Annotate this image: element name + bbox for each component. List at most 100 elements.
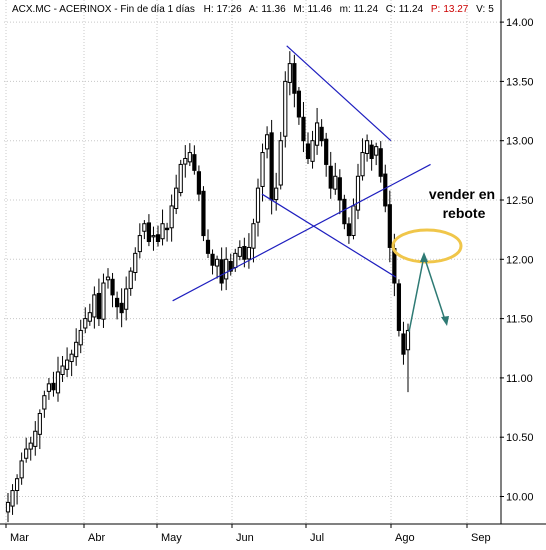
candle-body [233, 252, 238, 269]
candle-body [333, 175, 338, 190]
candle-body [24, 448, 29, 459]
candle [110, 272, 115, 308]
candle-body [178, 163, 183, 194]
candle [142, 220, 147, 240]
candle-body [342, 198, 347, 225]
candle [264, 126, 270, 159]
candle-body [5, 501, 11, 513]
candle [346, 217, 352, 244]
candle [301, 101, 306, 153]
candle-body [364, 140, 370, 154]
candle-body [401, 333, 406, 355]
candle [46, 378, 52, 400]
arrow-up-line [408, 255, 425, 333]
candle-body [114, 297, 120, 308]
x-tick-label: Mar [10, 532, 29, 544]
arrow-down-head [441, 316, 449, 326]
candle-body [319, 126, 324, 142]
stat-m-label: M: [293, 4, 304, 15]
candle-body [142, 223, 147, 232]
candle [396, 279, 402, 337]
candle-body [33, 430, 38, 447]
candle-body [14, 478, 20, 492]
candle-body [137, 235, 142, 253]
candle-body [301, 116, 306, 142]
candle [292, 54, 297, 108]
candle [287, 51, 292, 96]
trendlines [172, 45, 431, 302]
chart-title: ACX.MC - ACERINOX - Fin de día 1 días [12, 4, 195, 15]
candle [196, 165, 202, 202]
candle [401, 321, 406, 365]
annotation-line1: vender en [429, 186, 495, 202]
candle-body [355, 175, 361, 211]
candle [124, 276, 129, 321]
candle [164, 222, 170, 242]
candle-body [310, 140, 315, 162]
candle-body [105, 276, 111, 281]
candle [205, 229, 211, 258]
candle [210, 249, 215, 275]
trendline-upper [286, 45, 392, 142]
candle [283, 71, 288, 148]
candle-body [160, 223, 165, 240]
candle-body [19, 460, 24, 479]
candle [14, 474, 20, 505]
candle-body [360, 152, 365, 177]
stat-c-label: C: [386, 4, 396, 15]
candle-body [237, 246, 242, 257]
candle [42, 390, 47, 418]
candle [64, 347, 70, 378]
candle [178, 159, 183, 197]
candle [278, 131, 283, 190]
candle-body [69, 353, 74, 363]
candle [69, 349, 74, 377]
stat-v-value: 5 [488, 4, 494, 15]
candle [137, 223, 142, 259]
candle [255, 178, 261, 237]
candle [155, 225, 161, 247]
candle [128, 267, 133, 296]
candle-body [119, 302, 124, 314]
candle-body [10, 490, 15, 507]
candle-body [251, 223, 256, 249]
candle [187, 143, 192, 167]
candle-body [219, 259, 224, 284]
y-tick-label: 13.50 [506, 76, 534, 88]
candle-body [101, 282, 106, 320]
stat-p-value: 13.27 [443, 4, 468, 15]
candle-body [78, 329, 83, 346]
candle [24, 437, 29, 463]
candle-body [183, 157, 188, 165]
candle-body [346, 223, 352, 237]
candle-body [187, 152, 192, 163]
candle [237, 240, 242, 261]
candle [201, 186, 206, 242]
candle-body [369, 144, 374, 159]
y-tick-label: 12.00 [506, 254, 534, 266]
x-tick-label: Abr [88, 532, 105, 544]
candle [364, 134, 370, 162]
candle [105, 268, 111, 289]
candle [387, 190, 392, 263]
candle [169, 194, 174, 242]
stat-a-value: 11.36 [261, 4, 286, 15]
candle-body [283, 80, 288, 137]
candle [405, 323, 411, 358]
candle [114, 291, 120, 320]
stat-low-label: m: [340, 4, 351, 15]
candle-body [74, 341, 79, 358]
chart-header: ACX.MC - ACERINOX - Fin de día 1 días H:… [12, 4, 494, 15]
candle [251, 218, 256, 263]
stat-h-value: 17:26 [217, 4, 242, 15]
x-tick-label: May [161, 532, 182, 544]
y-tick-label: 11.00 [506, 373, 533, 385]
candle-body [37, 412, 42, 435]
y-tick-label: 10.00 [506, 492, 534, 504]
candle [328, 151, 333, 199]
candle-body [314, 122, 320, 146]
candle-body [387, 204, 392, 248]
candle-body [124, 288, 129, 310]
chart-title-bar: ACX.MC - ACERINOX - Fin de día 1 días H:… [12, 4, 494, 15]
x-tick-label: Jun [236, 532, 254, 544]
